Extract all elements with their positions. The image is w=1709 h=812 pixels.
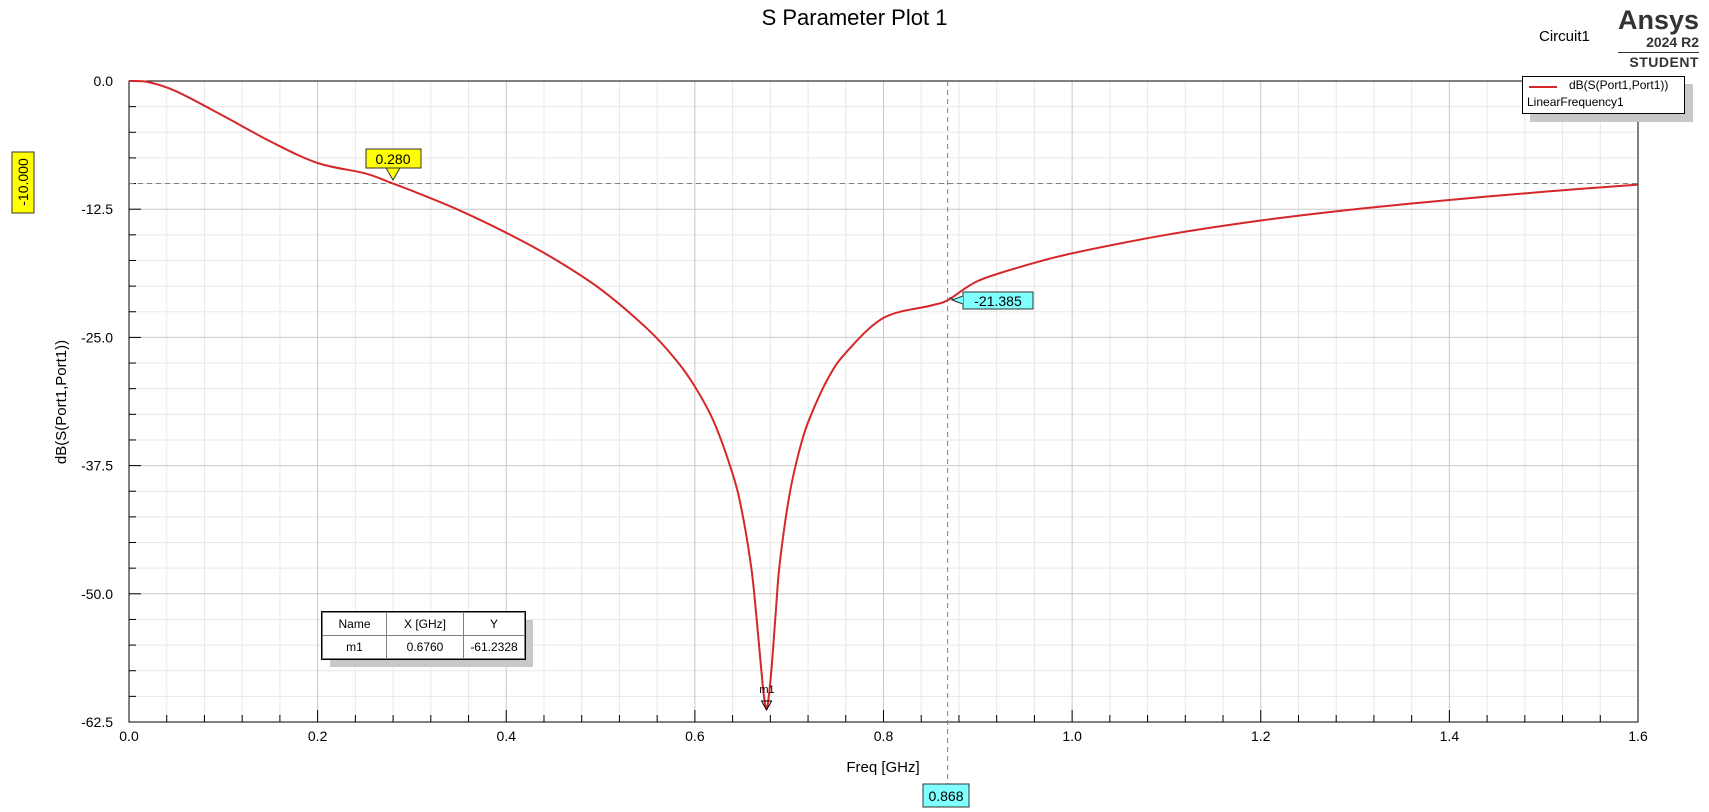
brand-logo: Ansys 2024 R2 STUDENT — [1617, 5, 1699, 71]
y-marker-1-label: -10.000 — [15, 158, 31, 206]
x-axis-label: Freq [GHz] — [846, 759, 919, 776]
x-tick-label: 1.0 — [1062, 728, 1082, 744]
m1-marker-icon[interactable] — [760, 700, 773, 712]
x-tick-label: 0.8 — [874, 728, 894, 744]
x-tick-label: 1.4 — [1440, 728, 1460, 744]
x-tick-labels: 0.0 0.2 0.4 0.6 0.8 1.0 1.2 1.4 1.6 — [119, 728, 1648, 744]
x-tick-label: 1.6 — [1628, 728, 1648, 744]
legend-setup-name: LinearFrequency1 — [1527, 95, 1624, 109]
legend[interactable]: dB(S(Port1,Port1)) LinearFrequency1 — [1522, 76, 1685, 114]
y-tick-label: -62.5 — [81, 714, 113, 730]
marker-glyphs — [760, 296, 958, 712]
marker-table-cell: -61.2328 — [463, 635, 525, 659]
brand-name: Ansys — [1617, 5, 1699, 35]
y-axis-label: dB(S(Port1,Port1)) — [53, 340, 70, 464]
y-tick-labels: 0.0 -12.5 -25.0 -37.5 -50.0 -62.5 — [81, 73, 113, 730]
marker-lines — [129, 81, 1638, 784]
x-marker-2-label: 0.868 — [928, 788, 963, 804]
plot-title: S Parameter Plot 1 — [761, 5, 948, 30]
marker-table-header: X [GHz] — [386, 612, 464, 636]
table-row[interactable]: m1 0.6760 -61.2328 — [322, 635, 525, 659]
x-tick-label: 0.6 — [685, 728, 705, 744]
x-marker-1-badge[interactable]: 0.280 — [365, 148, 422, 181]
x-tick-label: 0.4 — [497, 728, 517, 744]
y-tick-label: -37.5 — [81, 458, 113, 474]
y-tick-label: -12.5 — [81, 201, 113, 217]
y-marker-2-badge[interactable]: -21.385 — [950, 291, 1034, 310]
marker-table[interactable]: Name X [GHz] Y m1 0.6760 -61.2328 — [321, 611, 526, 660]
y-tick-label: -25.0 — [81, 329, 113, 345]
x-tick-label: 1.2 — [1251, 728, 1271, 744]
marker-table-cell: m1 — [322, 635, 387, 659]
x-marker-1-label: 0.280 — [375, 151, 410, 167]
marker-table-cell: 0.6760 — [386, 635, 464, 659]
x-marker-2-badge[interactable]: 0.868 — [922, 783, 970, 808]
legend-line-swatch — [1529, 86, 1557, 88]
y-tick-label: -50.0 — [81, 586, 113, 602]
marker-table-header: Name — [322, 612, 387, 636]
m1-marker-label: m1 — [759, 684, 774, 696]
brand-version: 2024 R2 — [1617, 34, 1699, 53]
marker-table-header-row: Name X [GHz] Y — [322, 612, 525, 636]
series-line-s11[interactable] — [128, 79, 1639, 710]
y-marker-1-badge[interactable]: -10.000 — [11, 151, 35, 214]
x-tick-label: 0.2 — [308, 728, 328, 744]
marker-table-header: Y — [463, 612, 525, 636]
x-tick-label: 0.0 — [119, 728, 139, 744]
y-tick-label: 0.0 — [94, 73, 114, 89]
design-name: Circuit1 — [1539, 28, 1590, 45]
y-marker-2-label: -21.385 — [974, 293, 1022, 309]
legend-trace-name: dB(S(Port1,Port1)) — [1569, 78, 1669, 92]
brand-edition: STUDENT — [1629, 54, 1699, 70]
